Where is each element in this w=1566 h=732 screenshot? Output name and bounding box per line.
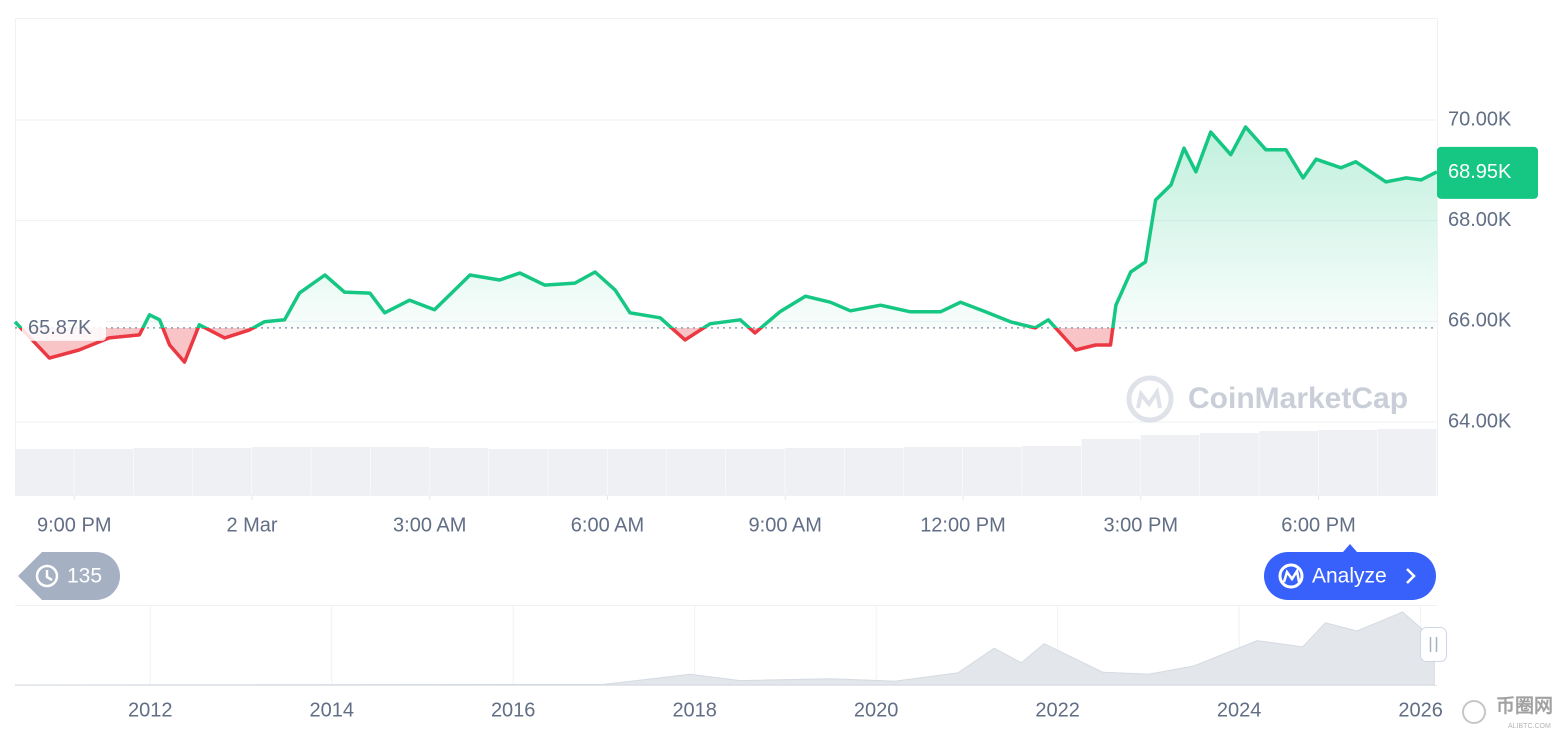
overview-x-tick-label: 2016 [491, 699, 536, 721]
handle-bg[interactable] [1420, 627, 1447, 662]
history-count[interactable]: 135 [67, 565, 102, 588]
volume-bar [666, 449, 726, 495]
watermark-logo [1126, 375, 1174, 423]
y-tick-label: 68.00K [1448, 209, 1512, 231]
y-tick-label: 64.00K [1448, 410, 1512, 432]
volume-bar [903, 447, 963, 495]
x-tick-label: 9:00 PM [37, 514, 111, 536]
baseline-label: 65.87K [28, 317, 92, 339]
overview-area [14, 611, 1435, 686]
logo-mark [1136, 386, 1162, 409]
button-icon [1278, 563, 1304, 589]
x-tick-label: 6:00 PM [1281, 514, 1355, 536]
volume-bar [15, 449, 74, 495]
current-price-bg [1437, 146, 1538, 199]
price-line [13, 125, 1438, 364]
button-label[interactable]: Analyze [1312, 565, 1387, 588]
y-tick-label: 70.00K [1448, 108, 1512, 130]
history-badge[interactable]: 135 [18, 552, 120, 600]
volume-bar [1200, 433, 1259, 495]
overview-layer: 2012 2014 2016 2018 2020 2022 2024 2026 [14, 605, 1443, 721]
volume-bar [74, 449, 133, 495]
volume-bar [311, 447, 370, 495]
y-tick-label: 66.00K [1448, 310, 1512, 332]
site-url: ALIBTC.COM [1508, 723, 1551, 730]
volume-bar [489, 449, 548, 495]
badge-bg[interactable] [18, 552, 120, 600]
current-price-label: 68.95K [1448, 161, 1512, 183]
price-area [15, 127, 1437, 363]
analyze-button[interactable]: Analyze [1264, 544, 1436, 600]
site-mark: 币圈网 ALIBTC.COM [1462, 695, 1553, 730]
volume-bar [844, 448, 904, 495]
volume-bar [1318, 430, 1378, 495]
price-layer: 65.87K 68.95K [13, 125, 1538, 364]
volume-bar [726, 449, 785, 495]
x-tick-label: 9:00 AM [749, 514, 822, 536]
volume-bar [963, 447, 1022, 495]
volume-bar [133, 448, 193, 495]
clock-hands [45, 570, 53, 582]
overview-x-tick-label: 2012 [128, 699, 173, 721]
baseline-label-bg [22, 312, 106, 341]
navigator-handle[interactable] [1420, 627, 1447, 662]
overview-x-tick-label: 2020 [854, 699, 899, 721]
clock-icon [35, 564, 59, 588]
x-tick-label: 3:00 AM [393, 514, 466, 536]
volume-bar [607, 449, 667, 495]
volume-bar [1377, 429, 1437, 495]
overview-x-tick-label: 2024 [1217, 699, 1262, 721]
volume-bar [370, 447, 430, 495]
button-icon-mark [1282, 567, 1301, 583]
x-tick-label: 3:00 PM [1104, 514, 1178, 536]
volume-bar [785, 448, 844, 495]
site-logo [1462, 700, 1486, 724]
volume-layer [15, 429, 1437, 495]
x-tick-label: 6:00 AM [571, 514, 644, 536]
button-chevron [1406, 568, 1416, 584]
volume-bar [548, 449, 607, 495]
volume-bar [1259, 431, 1318, 495]
volume-bar [1140, 435, 1200, 495]
volume-bar [252, 447, 311, 495]
plot-frame [15, 18, 1438, 496]
volume-bar [429, 448, 489, 495]
button-pointer [1343, 544, 1357, 552]
logo-circle [1126, 375, 1174, 423]
watermark: CoinMarketCap [1188, 382, 1408, 415]
overview-x-tick-label: 2014 [309, 699, 354, 721]
button-bg[interactable] [1264, 552, 1436, 600]
x-tick-label: 12:00 PM [920, 514, 1006, 536]
volume-bar [1081, 439, 1141, 495]
overview-x-tick-label: 2026 [1398, 699, 1443, 721]
grid-layer: 64.00K 66.00K 68.00K 70.00K 9:00 PM 2 Mar 3:00… [15, 108, 1512, 536]
site-name: 币圈网 [1496, 695, 1553, 717]
x-tick-label: 2 Mar [226, 514, 277, 536]
overview-x-tick-label: 2022 [1035, 699, 1080, 721]
overview-x-tick-label: 2018 [672, 699, 717, 721]
volume-bar [192, 448, 252, 495]
volume-bar [1022, 446, 1081, 495]
